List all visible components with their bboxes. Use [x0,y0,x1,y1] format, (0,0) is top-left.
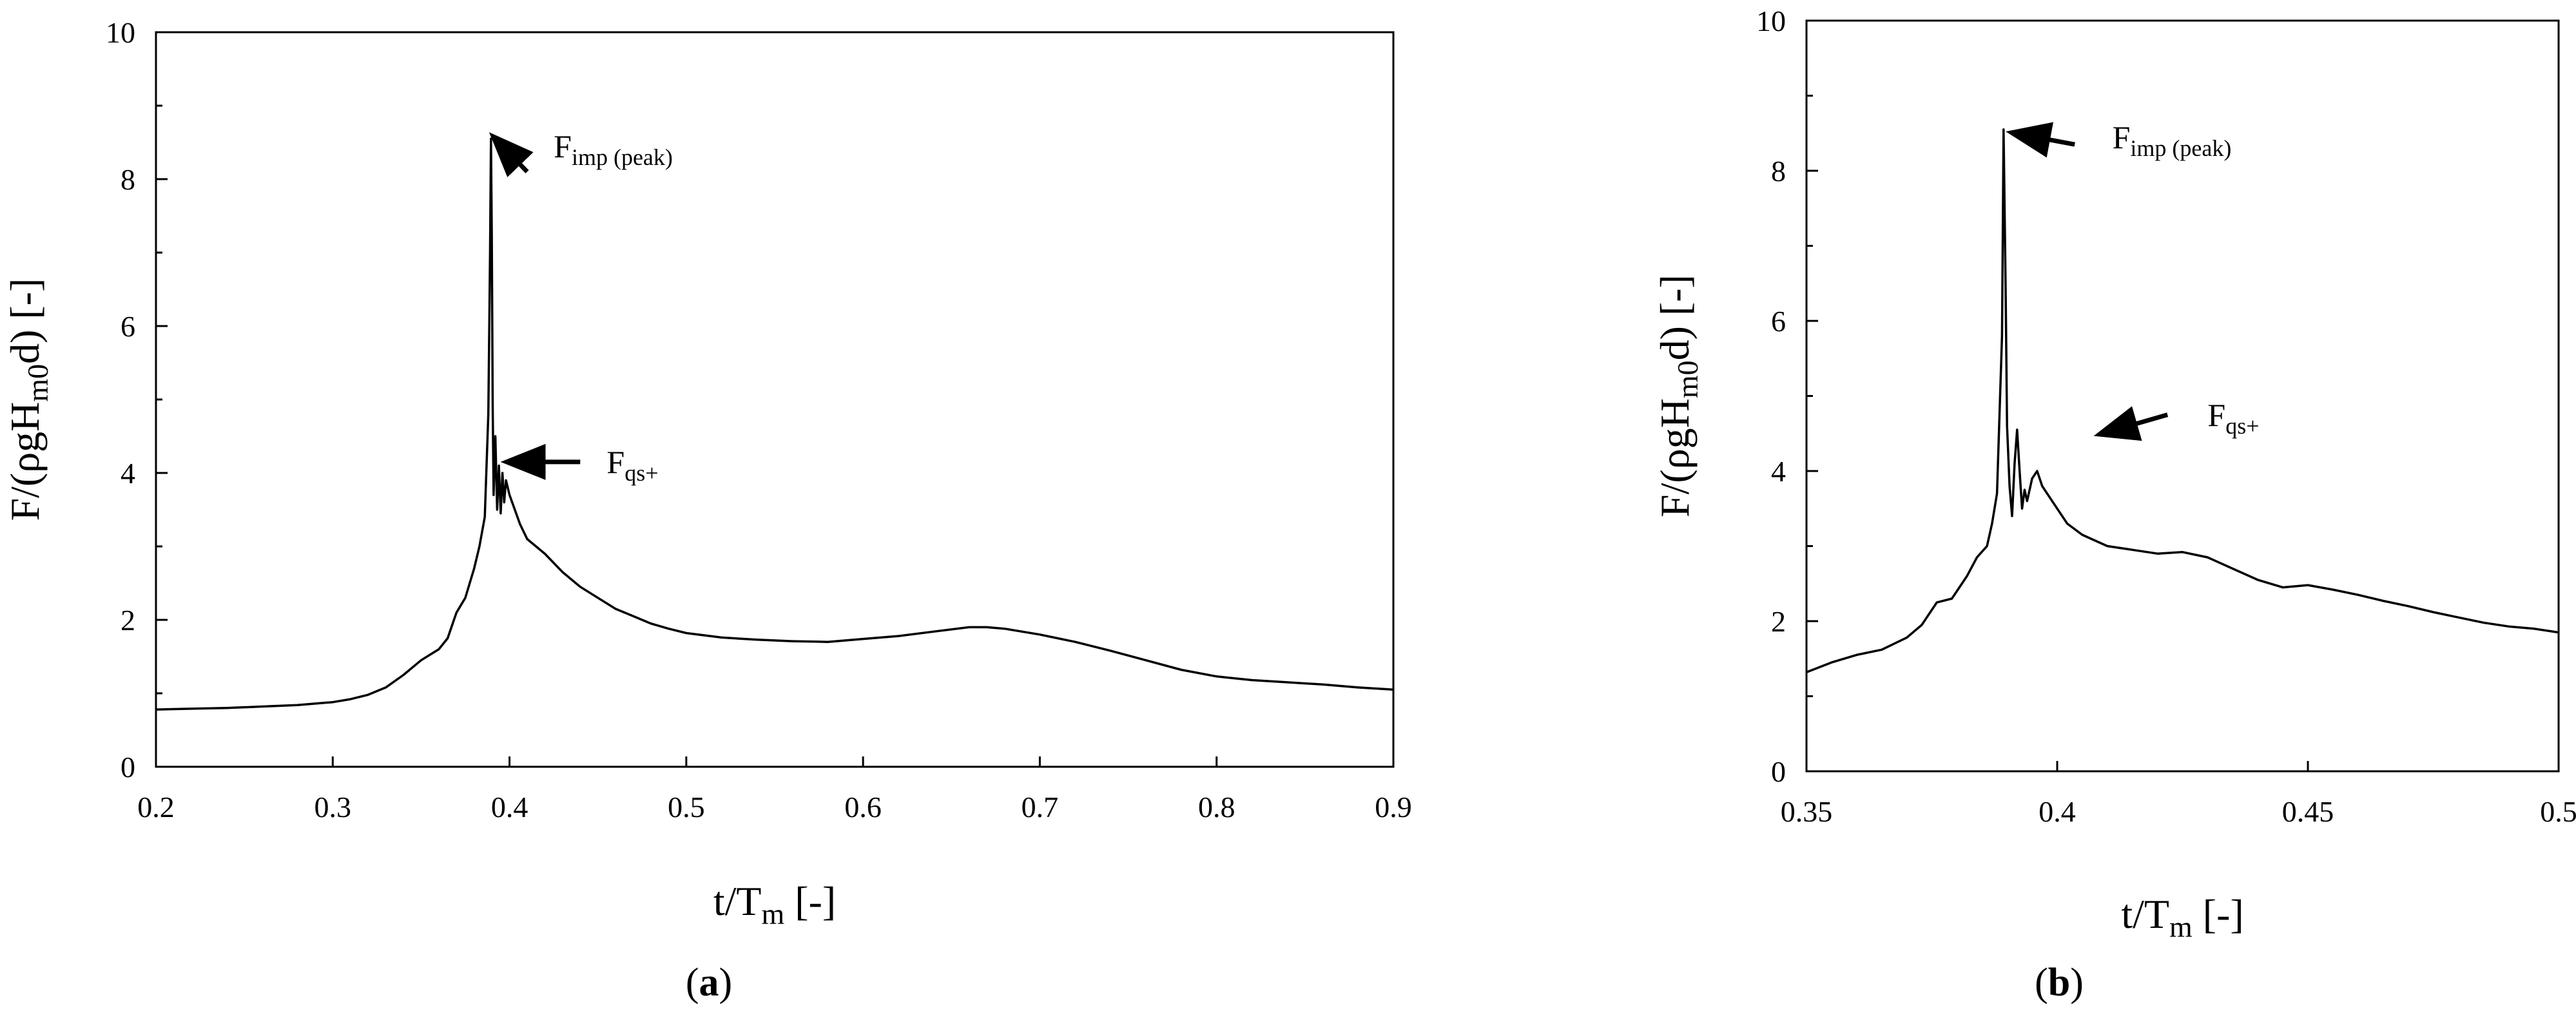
y-tick-label: 10 [1756,5,1786,37]
y-tick-label: 2 [1771,605,1786,638]
y-tick-label: 0 [121,751,135,784]
annotation-label: Fqs+ [606,444,658,486]
series-line [155,137,1394,711]
annotation-arrow [2093,406,2169,441]
y-tick-label: 4 [121,457,135,490]
annotation-arrow [2006,122,2075,158]
chart-panel-b: 0.35 0.4 0.45 0.5 0 2 4 6 8 10 Fimp (peak) Fqs+ t/Tm… [1652,5,2576,1005]
series-line [1806,128,2559,673]
x-tick-label: 0.6 [844,791,882,823]
x-tick-label: 0.5 [668,791,705,823]
y-axis-label: F/(ρgHm0d) [-] [2,278,54,521]
x-tick-label: 0.2 [137,791,175,823]
panel-label: (a) [686,961,732,1005]
panel-label: (b) [2035,961,2084,1005]
x-tick-label: 0.3 [315,791,352,823]
annotation-arrow [489,132,534,178]
y-tick-label: 6 [121,310,135,343]
annotation-label: Fqs+ [2207,397,2259,439]
chart-panel-a: 0.2 0.3 0.4 0.5 0.6 0.7 0.8 0.9 0 2 4 6 8 10 Fimp (pea… [2,16,1412,1005]
x-tick-label: 0.7 [1022,791,1059,823]
x-axis-label: t/Tm [-] [2121,891,2243,943]
plot-frame [1805,19,2560,773]
annotation-label: Fimp (peak) [2113,119,2232,161]
x-tick-label: 0.45 [2282,795,2334,828]
x-axis-label: t/Tm [-] [713,878,836,930]
y-tick-label: 2 [121,604,135,637]
x-tick-label: 0.4 [491,791,528,823]
plot-frame [155,31,1395,768]
y-tick-label: 6 [1771,305,1786,338]
x-tick-label: 0.4 [2039,795,2076,828]
y-axis-label: F/(ρgHm0d) [-] [1652,274,1704,517]
x-tick-label: 0.8 [1198,791,1235,823]
y-tick-label: 4 [1771,455,1786,488]
x-tick-label: 0.9 [1375,791,1412,823]
y-tick-label: 8 [121,163,135,196]
annotation-label: Fimp (peak) [554,128,673,170]
x-tick-label: 0.35 [1781,795,1833,828]
x-tick-label: 0.5 [2540,795,2576,828]
y-tick-label: 8 [1771,155,1786,188]
y-tick-label: 0 [1771,755,1786,788]
y-tick-label: 10 [106,16,135,49]
